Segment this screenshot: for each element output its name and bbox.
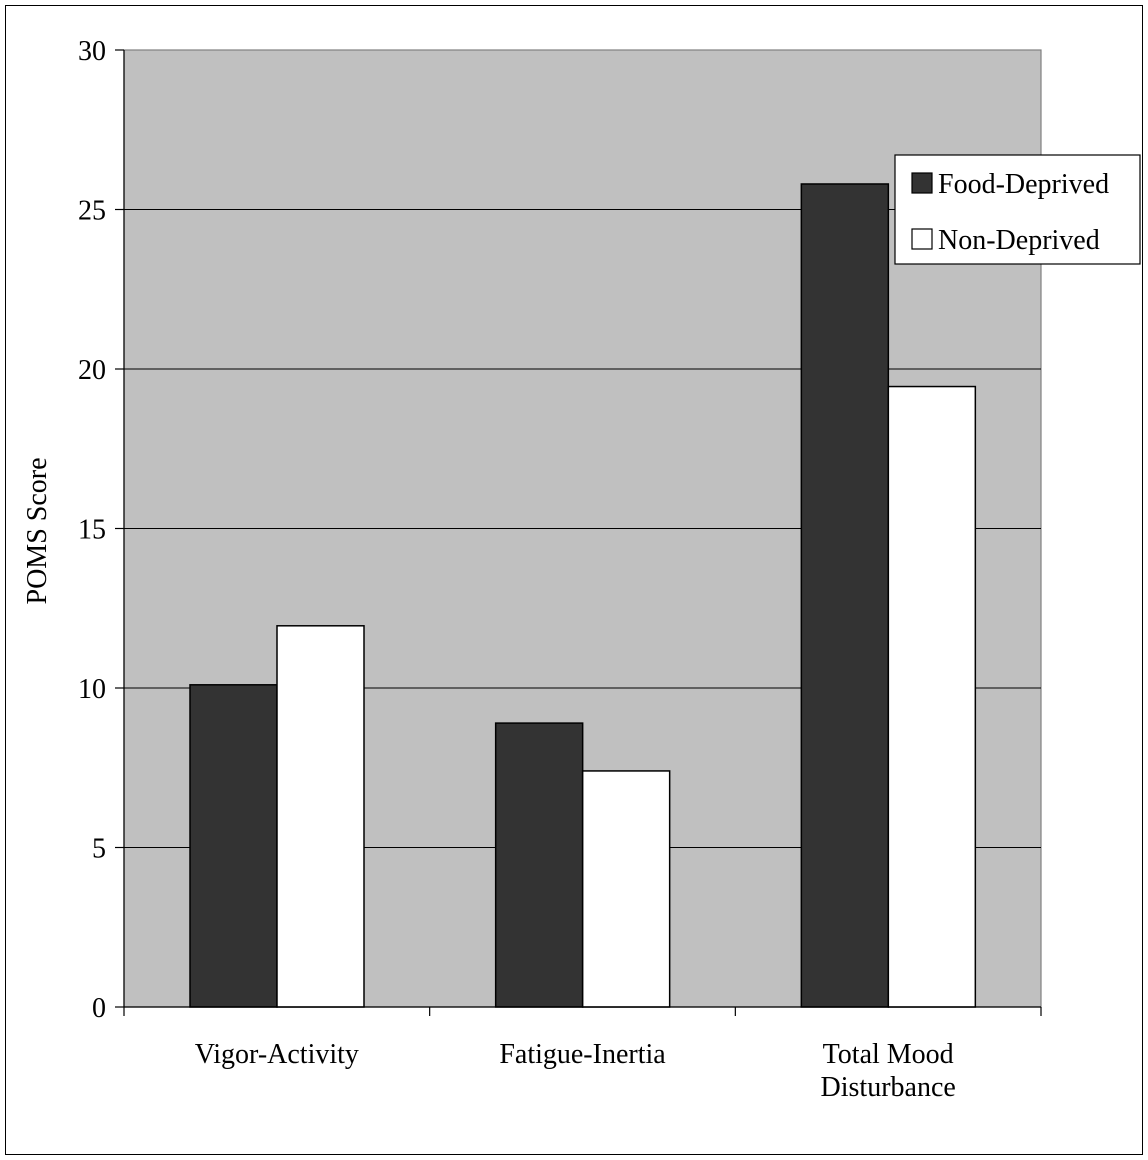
y-tick-label: 0 (92, 993, 106, 1024)
bar-non-deprived-1 (581, 770, 671, 1008)
x-category-label-line: Fatigue-Inertia (499, 1039, 666, 1070)
legend-box (894, 154, 1141, 265)
legend-label-food-deprived: Food-Deprived (938, 169, 1109, 200)
legend-swatch-food-deprived (911, 172, 933, 194)
bars (189, 183, 977, 1008)
x-category-label-line: Total Mood (823, 1039, 954, 1070)
y-tick-label: 25 (78, 196, 106, 227)
bar-non-deprived-0 (276, 625, 365, 1008)
y-tick-label: 10 (78, 674, 106, 705)
bar-food-deprived-0 (189, 684, 278, 1008)
x-category-label: Fatigue-Inertia (499, 1039, 666, 1070)
y-tick-label: 30 (78, 36, 106, 67)
bar-non-deprived-2 (887, 385, 977, 1008)
x-category-label: Vigor-Activity (195, 1039, 359, 1070)
legend-label-non-deprived: Non-Deprived (938, 225, 1100, 256)
x-category-label-line: Vigor-Activity (195, 1039, 359, 1070)
x-category-label-line: Disturbance (821, 1072, 956, 1103)
y-tick-label: 5 (92, 834, 106, 865)
y-tick-label: 20 (78, 355, 106, 386)
legend-swatch-non-deprived (911, 228, 933, 250)
x-category-label: Total Mood Disturbance (821, 1039, 956, 1103)
axes: 0 5 10 15 20 25 30 Vigor-Activity Fatigue-Inerti… (78, 36, 1042, 1103)
y-tick-label: 15 (78, 515, 106, 546)
y-axis-label: POMS Score (22, 457, 53, 604)
bar-food-deprived-1 (494, 722, 584, 1008)
bar-food-deprived-2 (800, 183, 890, 1008)
legend: Food-Deprived Non-Deprived (894, 154, 1141, 265)
